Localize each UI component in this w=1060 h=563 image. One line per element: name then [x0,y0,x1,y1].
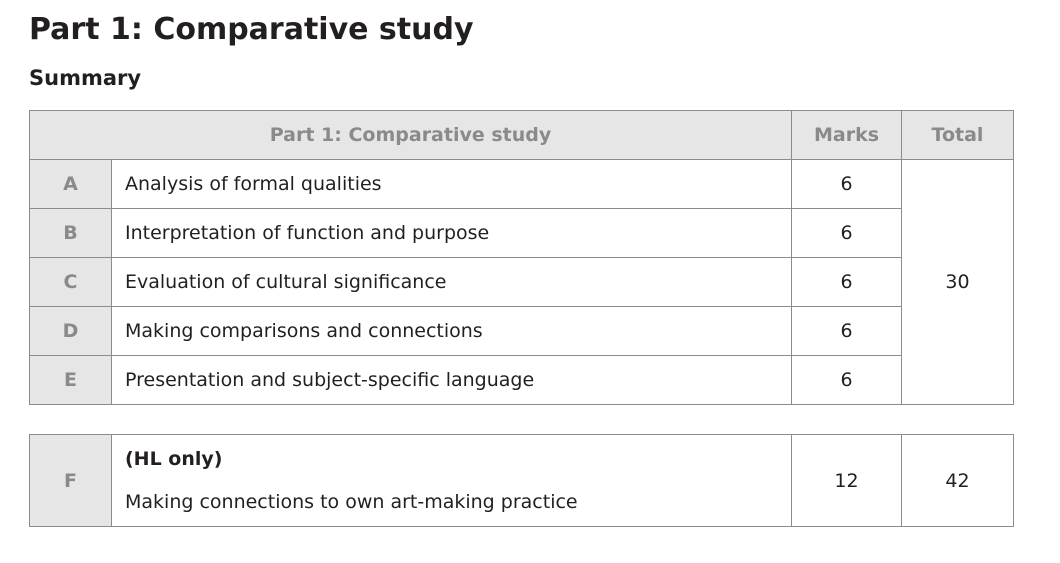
criterion-letter: F [29,434,112,527]
criterion-description: Making connections to own art-making pra… [125,491,578,513]
criterion-description: Presentation and subject-specific langua… [111,355,792,405]
criterion-marks: 12 [791,434,902,527]
header-total: Total [901,110,1014,160]
page-title: Part 1: Comparative study [29,12,474,47]
criterion-letter: D [29,306,112,356]
table-header-row: Part 1: Comparative study Marks Total [29,110,1014,160]
section-title-summary: Summary [29,66,142,90]
criterion-marks: 6 [791,159,902,209]
criterion-letter: B [29,208,112,258]
criterion-letter: A [29,159,112,209]
hl-only-note: (HL only) [125,448,223,470]
criterion-description: Making comparisons and connections [111,306,792,356]
criterion-marks: 6 [791,208,902,258]
criterion-marks: 6 [791,306,902,356]
criterion-description: Evaluation of cultural significance [111,257,792,307]
table-row: A Analysis of formal qualities 6 30 [29,159,1014,405]
criterion-description: Interpretation of function and purpose [111,208,792,258]
hl-criterion-table: F (HL only) Making connections to own ar… [29,434,1014,527]
criterion-description: Analysis of formal qualities [111,159,792,209]
header-criterion: Part 1: Comparative study [29,110,792,160]
criterion-description-cell: (HL only) Making connections to own art-… [111,434,792,527]
table-row: D Making comparisons and connections 6 [29,306,1014,356]
total-marks: 42 [901,434,1014,527]
table-row: F (HL only) Making connections to own ar… [29,434,1014,527]
criteria-table: Part 1: Comparative study Marks Total A … [29,110,1014,405]
criterion-marks: 6 [791,257,902,307]
total-marks: 30 [901,159,1014,405]
table-row: B Interpretation of function and purpose… [29,208,1014,258]
header-marks: Marks [791,110,902,160]
criterion-letter: E [29,355,112,405]
criterion-marks: 6 [791,355,902,405]
table-row: C Evaluation of cultural significance 6 [29,257,1014,307]
criterion-letter: C [29,257,112,307]
table-row: E Presentation and subject-specific lang… [29,355,1014,405]
